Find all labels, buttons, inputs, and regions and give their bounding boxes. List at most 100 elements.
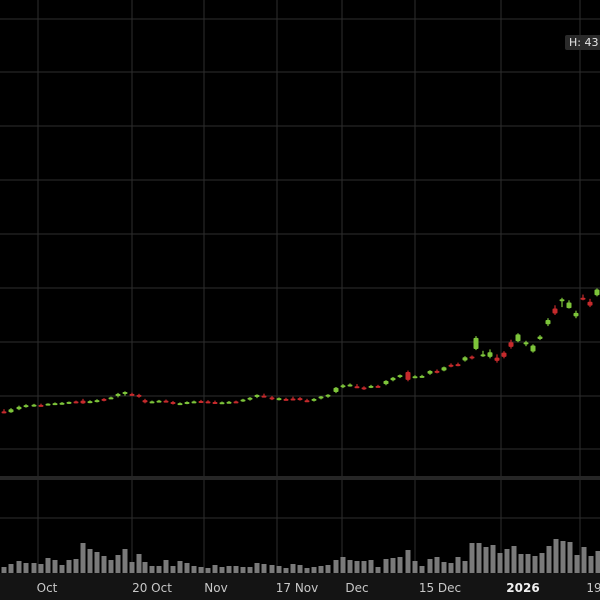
candle: [156, 399, 162, 403]
volume-bar: [156, 566, 162, 573]
volume-bar: [16, 561, 22, 573]
candle: [198, 399, 204, 403]
candle: [523, 340, 529, 347]
candle: [226, 400, 232, 404]
volume-bar: [518, 554, 524, 573]
volume-bar: [375, 567, 381, 573]
volume-bar: [31, 563, 37, 573]
volume-bar: [354, 561, 360, 573]
candle: [219, 401, 225, 405]
volume-bar: [405, 550, 411, 573]
volume-bar: [412, 561, 418, 573]
candle: [448, 363, 454, 368]
candle: [45, 403, 51, 406]
panel-separator[interactable]: [0, 476, 600, 480]
volume-bar: [397, 557, 403, 573]
candle: [340, 384, 346, 389]
volume-bar: [184, 563, 190, 573]
volume-bar: [434, 557, 440, 573]
candle: [594, 288, 600, 297]
candle: [501, 351, 507, 359]
volume-bar: [247, 567, 253, 573]
candle: [297, 397, 303, 401]
x-tick-label: 15 Dec: [418, 581, 462, 595]
candle: [149, 400, 155, 404]
volume-bar: [108, 560, 114, 573]
volume-bar: [588, 556, 594, 573]
candle: [129, 392, 135, 396]
candle: [8, 408, 14, 413]
candle: [108, 396, 114, 400]
candle: [233, 400, 239, 404]
volume-bar: [129, 562, 135, 573]
volume-bar: [254, 563, 260, 573]
volume-bar: [233, 566, 239, 573]
candle: [1, 409, 7, 414]
volume-bar: [525, 554, 531, 573]
high-price-badge: H: 43: [565, 35, 600, 50]
volume-bar: [476, 543, 482, 573]
x-tick-label: Oct: [36, 581, 58, 595]
candle: [269, 395, 275, 401]
candle: [587, 298, 593, 308]
volume-bar: [142, 562, 148, 573]
volume-bar: [567, 542, 573, 573]
candle: [412, 375, 418, 379]
candle: [115, 392, 121, 398]
volume-bar: [539, 553, 545, 573]
candle: [368, 384, 374, 389]
candle: [16, 405, 22, 411]
grid-lines: [0, 0, 600, 573]
candle: [494, 354, 500, 363]
candle: [23, 404, 29, 408]
candle: [405, 370, 411, 382]
volume-bar: [219, 567, 225, 573]
candle: [361, 386, 367, 390]
candle: [318, 395, 324, 400]
volume-bar: [347, 560, 353, 573]
candle: [537, 335, 543, 341]
volume-bar: [66, 560, 72, 573]
candle: [31, 403, 37, 407]
candle: [136, 393, 142, 398]
volume-bar: [38, 564, 44, 573]
volume-bar: [333, 560, 339, 573]
candle: [473, 336, 479, 351]
volume-bar: [469, 543, 475, 573]
volume-bar: [448, 563, 454, 573]
price-candles: [1, 288, 600, 414]
candle: [515, 333, 521, 343]
candle: [325, 394, 331, 398]
candle: [462, 356, 468, 362]
candle: [559, 297, 565, 308]
volume-bar: [101, 556, 107, 573]
volume-bar: [546, 546, 552, 573]
volume-bar: [368, 560, 374, 573]
volume-bar: [497, 553, 503, 573]
x-tick-label: 19: [586, 581, 600, 595]
volume-bar: [455, 557, 461, 573]
volume-bar: [94, 552, 100, 573]
candle: [170, 400, 176, 405]
candle: [552, 305, 558, 315]
volume-bar: [462, 561, 468, 573]
volume-bar: [383, 559, 389, 573]
volume-bar: [163, 560, 169, 573]
candle: [397, 374, 403, 379]
volume-bar: [490, 545, 496, 573]
volume-bar: [240, 567, 246, 573]
candle: [276, 397, 282, 401]
candle: [205, 400, 211, 404]
candle: [240, 398, 246, 402]
x-axis[interactable]: [0, 573, 600, 600]
volume-bar: [297, 565, 303, 573]
candle: [59, 402, 65, 405]
volume-bar: [170, 566, 176, 573]
volume-bars: [1, 539, 600, 573]
volume-bar: [80, 543, 86, 573]
candle: [354, 384, 360, 389]
candle: [469, 355, 475, 360]
volume-bar: [276, 566, 282, 573]
x-tick-label: 20 Oct: [132, 581, 172, 595]
